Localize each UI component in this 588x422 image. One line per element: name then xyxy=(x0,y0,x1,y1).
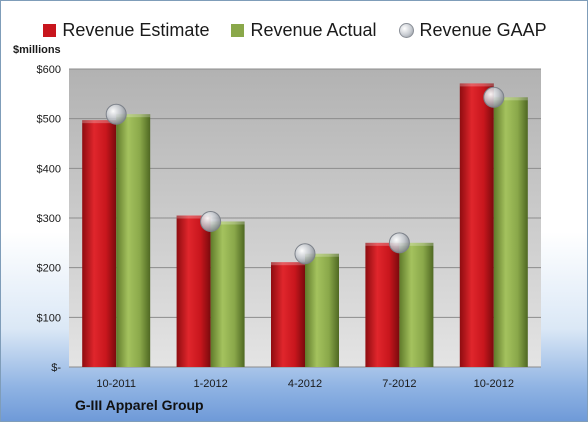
bar-estimate xyxy=(271,262,305,367)
y-tick-label: $100 xyxy=(37,312,61,324)
y-unit-label: $millions xyxy=(13,44,61,56)
bar-estimate-highlight xyxy=(176,215,211,219)
bar-estimate-highlight xyxy=(459,83,494,87)
bar-estimate-highlight xyxy=(365,242,400,246)
gaap-marker xyxy=(388,232,410,254)
legend: Revenue Estimate Revenue Actual Revenue … xyxy=(1,17,587,43)
bar-actual-highlight xyxy=(210,221,245,225)
bar-actual-highlight xyxy=(305,253,339,257)
bar-actual-highlight xyxy=(116,114,151,118)
y-tick-label: $400 xyxy=(37,163,61,175)
bar-estimate-highlight xyxy=(82,120,117,124)
y-axis-ticks: $- $100 $200 $300 $400 $500 $600 xyxy=(37,64,62,374)
y-tick-label: $- xyxy=(51,362,61,374)
legend-item-gaap: Revenue GAAP xyxy=(398,19,547,41)
legend-swatch-gaap xyxy=(398,22,414,38)
x-tick-label: 4-2012 xyxy=(288,378,322,390)
bar-actual xyxy=(116,114,151,368)
bar-actual-highlight xyxy=(399,242,434,246)
legend-label-estimate: Revenue Estimate xyxy=(62,19,210,40)
legend-item-estimate: Revenue Estimate xyxy=(43,20,209,41)
gaap-markers xyxy=(105,86,505,265)
legend-swatch-estimate xyxy=(43,23,57,37)
legend-item-actual: Revenue Actual xyxy=(231,19,377,41)
company-name: G-III Apparel Group xyxy=(75,397,204,413)
gaap-marker xyxy=(294,243,316,265)
x-tick-label: 10-2011 xyxy=(96,378,136,390)
legend-swatch-actual xyxy=(231,23,245,37)
bar-actual xyxy=(399,242,434,367)
gaap-marker xyxy=(200,210,222,232)
y-tick-label: $200 xyxy=(37,263,61,275)
bars xyxy=(82,83,528,368)
gaap-marker xyxy=(105,103,127,125)
bar-actual xyxy=(305,253,339,367)
bar-actual xyxy=(210,221,245,367)
legend-label-actual: Revenue Actual xyxy=(250,19,377,40)
bar-estimate-highlight xyxy=(271,262,305,266)
x-tick-label: 1-2012 xyxy=(193,378,227,390)
y-tick-label: $600 xyxy=(37,64,61,76)
bar-actual-highlight xyxy=(493,97,528,101)
x-tick-label: 10-2012 xyxy=(474,378,514,390)
y-tick-label: $300 xyxy=(37,213,61,225)
bar-estimate xyxy=(459,83,494,368)
gaap-marker xyxy=(483,86,505,108)
bar-estimate xyxy=(82,120,117,367)
legend-label-gaap: Revenue GAAP xyxy=(419,19,547,40)
y-tick-label: $500 xyxy=(37,114,61,126)
bar-estimate xyxy=(176,215,211,367)
bar-estimate xyxy=(365,242,400,367)
x-axis-ticks: 10-2011 1-2012 4-2012 7-2012 10-2012 xyxy=(96,378,514,390)
x-tick-label: 7-2012 xyxy=(382,378,416,390)
bar-actual xyxy=(493,97,528,367)
